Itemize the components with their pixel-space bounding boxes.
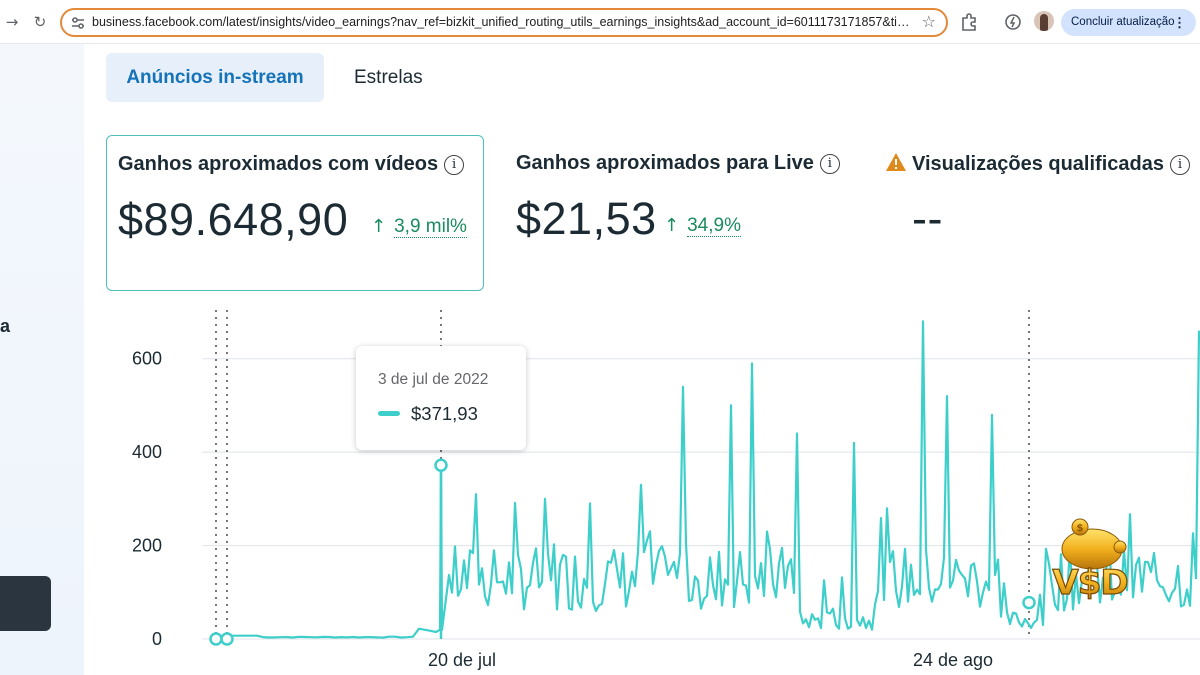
tooltip-value: $371,93 — [411, 403, 478, 424]
warning-icon — [886, 153, 906, 171]
earnings-line-chart[interactable]: 0 200 400 600 20 de jul 24 de ago — [84, 300, 1200, 675]
sidebar-dark-button[interactable] — [0, 576, 51, 631]
update-button[interactable]: Concluir atualização ⋮ — [1061, 9, 1196, 36]
browser-toolbar: → ↻ business.facebook.com/latest/insight… — [0, 0, 1200, 44]
x-tick-label: 20 de jul — [428, 650, 496, 670]
y-tick-label: 600 — [132, 349, 162, 369]
metric-delta: ↑ 3,9 mil% — [371, 216, 467, 238]
metric-card-live-earnings[interactable]: Ganhos aproximados para Live i $21,53 ↑ 34… — [516, 135, 856, 291]
data-point-marker — [209, 632, 223, 646]
series-points — [209, 458, 1036, 646]
tab-in-stream-ads[interactable]: Anúncios in-stream — [106, 53, 324, 102]
series-line — [216, 320, 1200, 641]
delta-value[interactable]: 3,9 mil% — [394, 216, 467, 238]
forward-icon[interactable]: → — [5, 13, 19, 31]
data-point-marker — [220, 632, 234, 646]
data-point-marker — [434, 458, 448, 472]
svg-text:$: $ — [1077, 523, 1084, 534]
performance-icon[interactable] — [1003, 12, 1023, 32]
tooltip-series-swatch — [378, 411, 400, 416]
metric-card-qualified-views[interactable]: Visualizações qualificadas i -- — [885, 135, 1200, 291]
metric-value: -- — [912, 193, 943, 244]
site-settings-icon[interactable] — [70, 15, 86, 31]
reload-icon[interactable]: ↻ — [33, 13, 47, 31]
y-tick-label: 200 — [132, 536, 162, 556]
tab-stars[interactable]: Estrelas — [354, 67, 423, 88]
metric-title: Visualizações qualificadas — [912, 153, 1164, 175]
more-menu-icon[interactable]: ⋮ — [1173, 15, 1186, 30]
sidebar-text-fragment: a — [0, 316, 11, 336]
info-icon[interactable]: i — [444, 155, 465, 175]
y-tick-label: 0 — [152, 629, 162, 649]
data-point-marker — [1022, 595, 1036, 610]
arrow-up-icon: ↑ — [664, 215, 680, 236]
info-icon[interactable]: i — [819, 154, 840, 174]
metric-card-video-earnings[interactable]: Ganhos aproximados com vídeos i $89.648,9… — [106, 135, 484, 291]
url-text[interactable]: business.facebook.com/latest/insights/vi… — [92, 15, 912, 29]
x-axis-ticks: 20 de jul 24 de ago — [428, 650, 993, 670]
metric-title: Ganhos aproximados com vídeos — [118, 153, 439, 175]
arrow-up-icon: ↑ — [371, 216, 387, 237]
svg-text:V$D: V$D — [1052, 563, 1127, 602]
metric-value: $21,53 — [516, 193, 657, 244]
y-axis-ticks: 0 200 400 600 — [132, 349, 162, 649]
extensions-icon[interactable] — [959, 12, 979, 32]
bookmark-star-icon[interactable]: ☆ — [921, 12, 936, 31]
chart-tooltip: 3 de jul de 2022 $371,93 — [356, 346, 526, 450]
tooltip-date: 3 de jul de 2022 — [378, 371, 489, 388]
profile-avatar[interactable] — [1034, 11, 1054, 31]
left-sidebar: a — [0, 44, 84, 675]
metric-title: Ganhos aproximados para Live — [516, 152, 814, 174]
x-tick-label: 24 de ago — [913, 650, 993, 670]
address-bar[interactable]: business.facebook.com/latest/insights/vi… — [60, 8, 948, 37]
metric-delta: ↑ 34,9% — [664, 215, 741, 237]
update-button-label: Concluir atualização — [1071, 16, 1175, 28]
info-icon[interactable]: i — [1169, 155, 1190, 175]
y-tick-label: 400 — [132, 442, 162, 462]
metric-value: $89.648,90 — [118, 194, 349, 245]
delta-value[interactable]: 34,9% — [687, 215, 741, 237]
piggy-bank-logo: $ V$D — [1052, 518, 1129, 602]
